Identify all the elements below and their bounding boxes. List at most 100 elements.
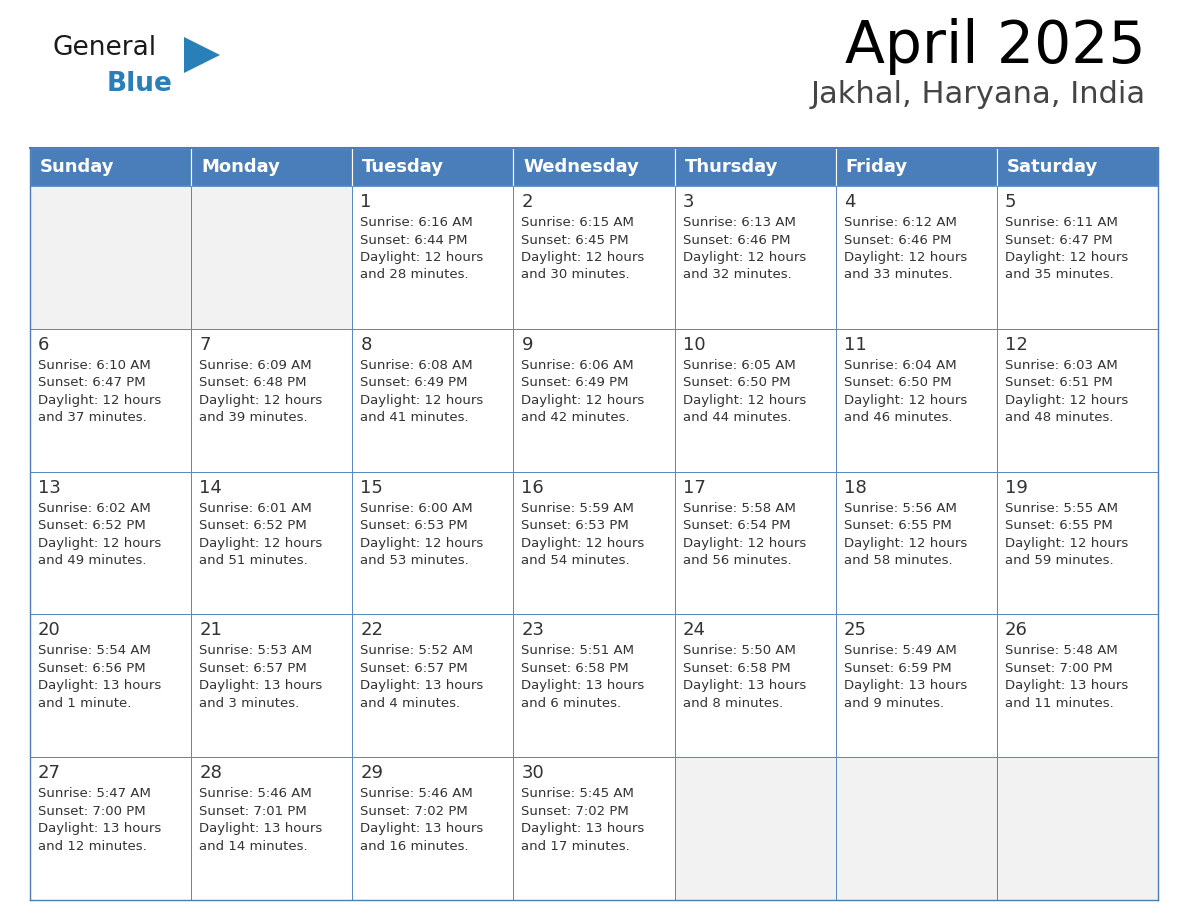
Text: Sunset: 7:02 PM: Sunset: 7:02 PM <box>360 805 468 818</box>
Bar <box>513 186 675 329</box>
Text: Daylight: 13 hours: Daylight: 13 hours <box>1005 679 1129 692</box>
Text: Daylight: 12 hours: Daylight: 12 hours <box>683 394 805 407</box>
Text: 29: 29 <box>360 764 384 782</box>
Text: Daylight: 13 hours: Daylight: 13 hours <box>843 679 967 692</box>
Bar <box>675 757 835 900</box>
Bar <box>835 329 997 472</box>
Text: Sunrise: 5:49 AM: Sunrise: 5:49 AM <box>843 644 956 657</box>
Text: Thursday: Thursday <box>684 158 778 176</box>
Text: and 49 minutes.: and 49 minutes. <box>38 554 146 567</box>
Polygon shape <box>184 37 220 73</box>
Text: 1: 1 <box>360 193 372 211</box>
Text: Daylight: 13 hours: Daylight: 13 hours <box>522 823 645 835</box>
Text: Sunset: 6:46 PM: Sunset: 6:46 PM <box>683 233 790 247</box>
Text: 25: 25 <box>843 621 867 640</box>
Bar <box>997 329 1158 472</box>
Text: 19: 19 <box>1005 478 1028 497</box>
Text: General: General <box>52 35 156 61</box>
Text: Sunset: 6:45 PM: Sunset: 6:45 PM <box>522 233 630 247</box>
Text: Sunset: 6:49 PM: Sunset: 6:49 PM <box>522 376 628 389</box>
Text: and 6 minutes.: and 6 minutes. <box>522 697 621 710</box>
Text: Blue: Blue <box>107 71 173 97</box>
Text: Sunrise: 5:55 AM: Sunrise: 5:55 AM <box>1005 501 1118 515</box>
Text: Sunrise: 6:04 AM: Sunrise: 6:04 AM <box>843 359 956 372</box>
Bar <box>997 148 1158 186</box>
Bar <box>513 329 675 472</box>
Text: and 59 minutes.: and 59 minutes. <box>1005 554 1113 567</box>
Text: Sunset: 6:53 PM: Sunset: 6:53 PM <box>522 519 630 532</box>
Text: 6: 6 <box>38 336 50 353</box>
Text: Sunrise: 6:15 AM: Sunrise: 6:15 AM <box>522 216 634 229</box>
Text: Daylight: 13 hours: Daylight: 13 hours <box>38 823 162 835</box>
Text: Sunset: 6:58 PM: Sunset: 6:58 PM <box>522 662 630 675</box>
Text: Daylight: 12 hours: Daylight: 12 hours <box>683 251 805 264</box>
Bar <box>30 757 191 900</box>
Text: 8: 8 <box>360 336 372 353</box>
Text: April 2025: April 2025 <box>846 18 1146 75</box>
Bar <box>675 148 835 186</box>
Text: 22: 22 <box>360 621 384 640</box>
Text: and 48 minutes.: and 48 minutes. <box>1005 411 1113 424</box>
Text: Daylight: 12 hours: Daylight: 12 hours <box>38 394 162 407</box>
Text: Sunset: 6:49 PM: Sunset: 6:49 PM <box>360 376 468 389</box>
Text: Sunrise: 6:08 AM: Sunrise: 6:08 AM <box>360 359 473 372</box>
Text: Sunrise: 6:09 AM: Sunrise: 6:09 AM <box>200 359 311 372</box>
Text: and 39 minutes.: and 39 minutes. <box>200 411 308 424</box>
Bar <box>353 329 513 472</box>
Text: and 42 minutes.: and 42 minutes. <box>522 411 630 424</box>
Bar <box>997 472 1158 614</box>
Text: Sunset: 6:50 PM: Sunset: 6:50 PM <box>843 376 952 389</box>
Text: Sunrise: 5:50 AM: Sunrise: 5:50 AM <box>683 644 796 657</box>
Text: and 11 minutes.: and 11 minutes. <box>1005 697 1113 710</box>
Text: Sunset: 6:52 PM: Sunset: 6:52 PM <box>38 519 146 532</box>
Bar <box>675 614 835 757</box>
Text: and 35 minutes.: and 35 minutes. <box>1005 268 1113 282</box>
Text: and 1 minute.: and 1 minute. <box>38 697 132 710</box>
Text: Sunrise: 5:47 AM: Sunrise: 5:47 AM <box>38 788 151 800</box>
Text: 13: 13 <box>38 478 61 497</box>
Text: 26: 26 <box>1005 621 1028 640</box>
Text: Daylight: 12 hours: Daylight: 12 hours <box>360 537 484 550</box>
Text: 30: 30 <box>522 764 544 782</box>
Text: and 44 minutes.: and 44 minutes. <box>683 411 791 424</box>
Text: Daylight: 12 hours: Daylight: 12 hours <box>1005 394 1129 407</box>
Bar <box>513 614 675 757</box>
Text: Sunrise: 5:58 AM: Sunrise: 5:58 AM <box>683 501 796 515</box>
Text: Sunset: 6:50 PM: Sunset: 6:50 PM <box>683 376 790 389</box>
Text: Daylight: 13 hours: Daylight: 13 hours <box>200 823 322 835</box>
Text: 2: 2 <box>522 193 533 211</box>
Text: and 53 minutes.: and 53 minutes. <box>360 554 469 567</box>
Text: Sunrise: 6:16 AM: Sunrise: 6:16 AM <box>360 216 473 229</box>
Text: Sunset: 6:46 PM: Sunset: 6:46 PM <box>843 233 952 247</box>
Bar <box>353 148 513 186</box>
Bar <box>191 614 353 757</box>
Text: Daylight: 12 hours: Daylight: 12 hours <box>843 251 967 264</box>
Text: 7: 7 <box>200 336 210 353</box>
Text: Sunset: 6:53 PM: Sunset: 6:53 PM <box>360 519 468 532</box>
Bar <box>30 472 191 614</box>
Text: 20: 20 <box>38 621 61 640</box>
Text: Sunrise: 6:00 AM: Sunrise: 6:00 AM <box>360 501 473 515</box>
Text: Daylight: 12 hours: Daylight: 12 hours <box>1005 251 1129 264</box>
Text: Sunset: 7:00 PM: Sunset: 7:00 PM <box>1005 662 1112 675</box>
Text: 5: 5 <box>1005 193 1017 211</box>
Bar <box>513 472 675 614</box>
Text: 17: 17 <box>683 478 706 497</box>
Text: Daylight: 12 hours: Daylight: 12 hours <box>38 537 162 550</box>
Text: and 33 minutes.: and 33 minutes. <box>843 268 953 282</box>
Bar <box>30 329 191 472</box>
Text: Sunset: 6:55 PM: Sunset: 6:55 PM <box>1005 519 1113 532</box>
Text: and 30 minutes.: and 30 minutes. <box>522 268 630 282</box>
Bar <box>353 472 513 614</box>
Text: and 12 minutes.: and 12 minutes. <box>38 840 147 853</box>
Text: Daylight: 12 hours: Daylight: 12 hours <box>200 537 322 550</box>
Text: 9: 9 <box>522 336 533 353</box>
Text: Daylight: 13 hours: Daylight: 13 hours <box>200 679 322 692</box>
Bar <box>353 757 513 900</box>
Text: Sunset: 6:58 PM: Sunset: 6:58 PM <box>683 662 790 675</box>
Text: Sunrise: 5:52 AM: Sunrise: 5:52 AM <box>360 644 473 657</box>
Bar <box>353 614 513 757</box>
Text: Daylight: 13 hours: Daylight: 13 hours <box>683 679 805 692</box>
Text: and 16 minutes.: and 16 minutes. <box>360 840 469 853</box>
Text: Daylight: 12 hours: Daylight: 12 hours <box>522 394 645 407</box>
